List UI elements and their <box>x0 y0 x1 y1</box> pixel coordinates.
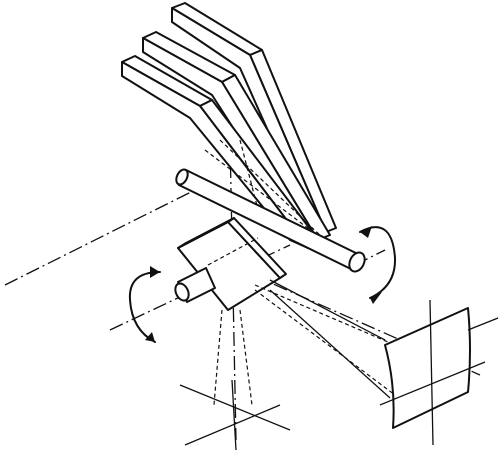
rotation-arrow-axle <box>359 226 397 304</box>
horizontal-axle <box>175 168 366 273</box>
rotation-arrow-axle-curve <box>359 226 397 299</box>
screen-panel <box>384 307 471 429</box>
crosshair-diagonal <box>179 384 291 431</box>
beam-edge-1 <box>269 279 386 341</box>
rotation-arrow-prism-curve <box>128 271 161 343</box>
rotation-arrow-prism-head-top <box>150 266 160 278</box>
prism-axle-end <box>174 282 190 302</box>
axle-end-left <box>175 168 189 186</box>
crosshair-vertical <box>231 379 237 450</box>
screen-vertical-mark <box>429 299 434 446</box>
rotation-arrow-axle-head-bottom <box>370 292 382 304</box>
rotation-arrow-axle-head-top <box>360 226 372 238</box>
screen-edge-mark <box>467 317 499 331</box>
beam-down-left <box>213 309 223 406</box>
beam-edge-2 <box>269 289 391 399</box>
beam-upper <box>254 284 396 346</box>
rotation-arrow-prism-head-bottom <box>145 332 155 342</box>
axle-end-right <box>348 251 366 273</box>
prism-block <box>177 217 287 311</box>
optical-axis-left <box>4 184 206 286</box>
mirror-array <box>121 2 337 249</box>
screen-horizontal-mark <box>379 361 486 406</box>
ray-dash-2 <box>219 139 326 241</box>
ray-dash-1 <box>204 149 331 246</box>
beam-lower <box>254 289 396 396</box>
crosshair-diagonal-2 <box>184 404 281 446</box>
prism-top-face <box>177 217 235 249</box>
rotation-arrow-prism <box>128 266 161 343</box>
prism-hidden-edge <box>207 237 259 266</box>
prism-axle <box>174 267 216 303</box>
beam-down-right <box>239 309 253 406</box>
crosshair <box>179 379 291 450</box>
screen <box>379 299 499 446</box>
